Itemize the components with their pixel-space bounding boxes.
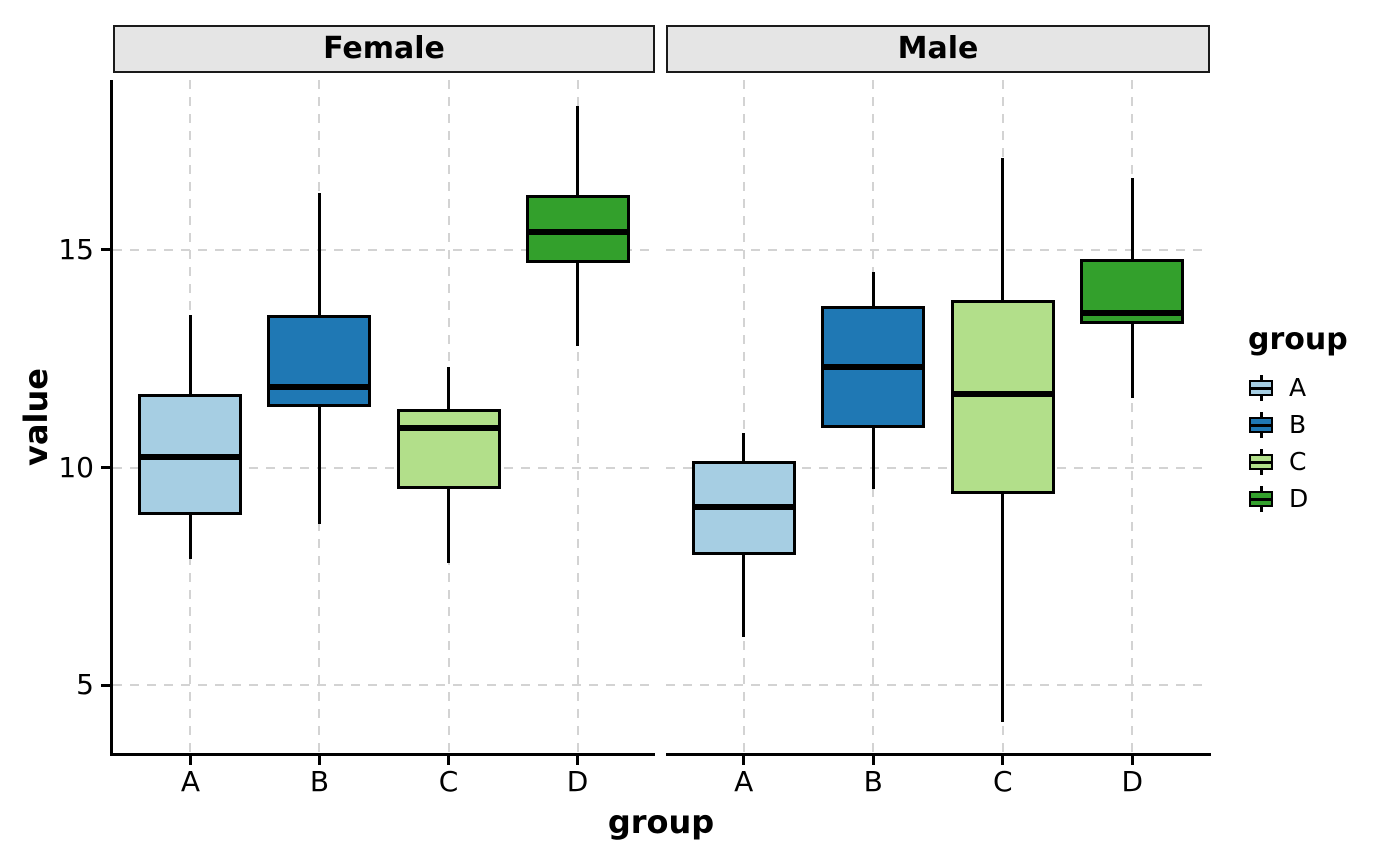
box-female-d — [525, 195, 630, 263]
median-line — [694, 503, 793, 510]
median-line — [528, 229, 627, 236]
box-male-b — [821, 306, 926, 429]
gridline-horizontal — [666, 466, 1210, 469]
legend-key-boxplot-icon — [1248, 412, 1274, 438]
x-tick-label: A — [734, 765, 754, 798]
legend-item-label: D — [1289, 484, 1309, 513]
box-female-c — [396, 408, 501, 490]
y-tick-mark — [101, 466, 110, 470]
box-male-d — [1080, 258, 1185, 324]
y-tick-mark — [101, 248, 110, 252]
facet-strip-label-female: Female — [323, 31, 445, 66]
legend-item-d: D — [1248, 486, 1398, 512]
box-male-c — [950, 299, 1055, 494]
legend-median-icon — [1251, 423, 1271, 427]
gridline-horizontal — [113, 466, 655, 469]
facet-strip-female: Female — [113, 25, 655, 73]
x-axis-line — [110, 753, 655, 756]
box-female-b — [267, 315, 372, 407]
x-axis-title: group — [607, 803, 715, 841]
legend-title: group — [1248, 322, 1348, 357]
gridline-vertical — [1131, 80, 1134, 753]
x-tick-label: D — [1121, 765, 1144, 798]
x-axis-line — [666, 753, 1211, 756]
median-line — [953, 390, 1052, 397]
x-tick-mark — [576, 756, 580, 765]
gridline-horizontal — [666, 248, 1210, 251]
median-line — [399, 425, 498, 432]
legend-item-c: C — [1248, 449, 1398, 475]
x-tick-label: B — [309, 765, 330, 798]
legend-item-b: B — [1248, 412, 1398, 438]
x-tick-mark — [317, 756, 321, 765]
box-female-a — [138, 393, 243, 516]
x-tick-mark — [1001, 756, 1005, 765]
x-tick-label: A — [180, 765, 200, 798]
box-male-a — [691, 461, 796, 555]
gridline-horizontal — [113, 248, 655, 251]
x-tick-mark — [1130, 756, 1134, 765]
x-tick-label: C — [438, 765, 459, 798]
y-tick-label: 10 — [58, 450, 94, 484]
legend-item-label: C — [1289, 447, 1307, 476]
y-axis-line — [110, 80, 113, 756]
legend-key-boxplot-icon — [1248, 486, 1274, 512]
legend: group A B C — [1248, 322, 1398, 523]
gridline-horizontal — [113, 684, 655, 687]
legend-median-icon — [1251, 386, 1271, 390]
legend-item-label: A — [1289, 373, 1307, 402]
x-tick-label: C — [992, 765, 1013, 798]
y-tick-mark — [101, 683, 110, 687]
y-tick-label: 15 — [58, 232, 94, 266]
legend-median-icon — [1251, 460, 1271, 464]
facet-strip-label-male: Male — [897, 31, 979, 66]
legend-key-boxplot-icon — [1248, 449, 1274, 475]
legend-median-icon — [1251, 497, 1271, 501]
facet-strip-male: Male — [666, 25, 1210, 73]
legend-item-a: A — [1248, 375, 1398, 401]
gridline-vertical — [576, 80, 579, 753]
median-line — [824, 364, 923, 371]
x-tick-label: D — [566, 765, 589, 798]
x-tick-mark — [447, 756, 451, 765]
x-tick-mark — [188, 756, 192, 765]
legend-key-boxplot-icon — [1248, 375, 1274, 401]
facet-panel-male — [666, 80, 1210, 755]
facet-panel-female — [113, 80, 655, 755]
x-tick-mark — [871, 756, 875, 765]
median-line — [1083, 309, 1182, 316]
y-tick-label: 5 — [76, 668, 94, 702]
gridline-horizontal — [666, 684, 1210, 687]
median-line — [270, 384, 369, 390]
legend-item-label: B — [1289, 410, 1307, 439]
x-tick-mark — [742, 756, 746, 765]
x-tick-label: B — [863, 765, 883, 798]
median-line — [141, 453, 240, 460]
gridline-vertical — [742, 80, 745, 753]
